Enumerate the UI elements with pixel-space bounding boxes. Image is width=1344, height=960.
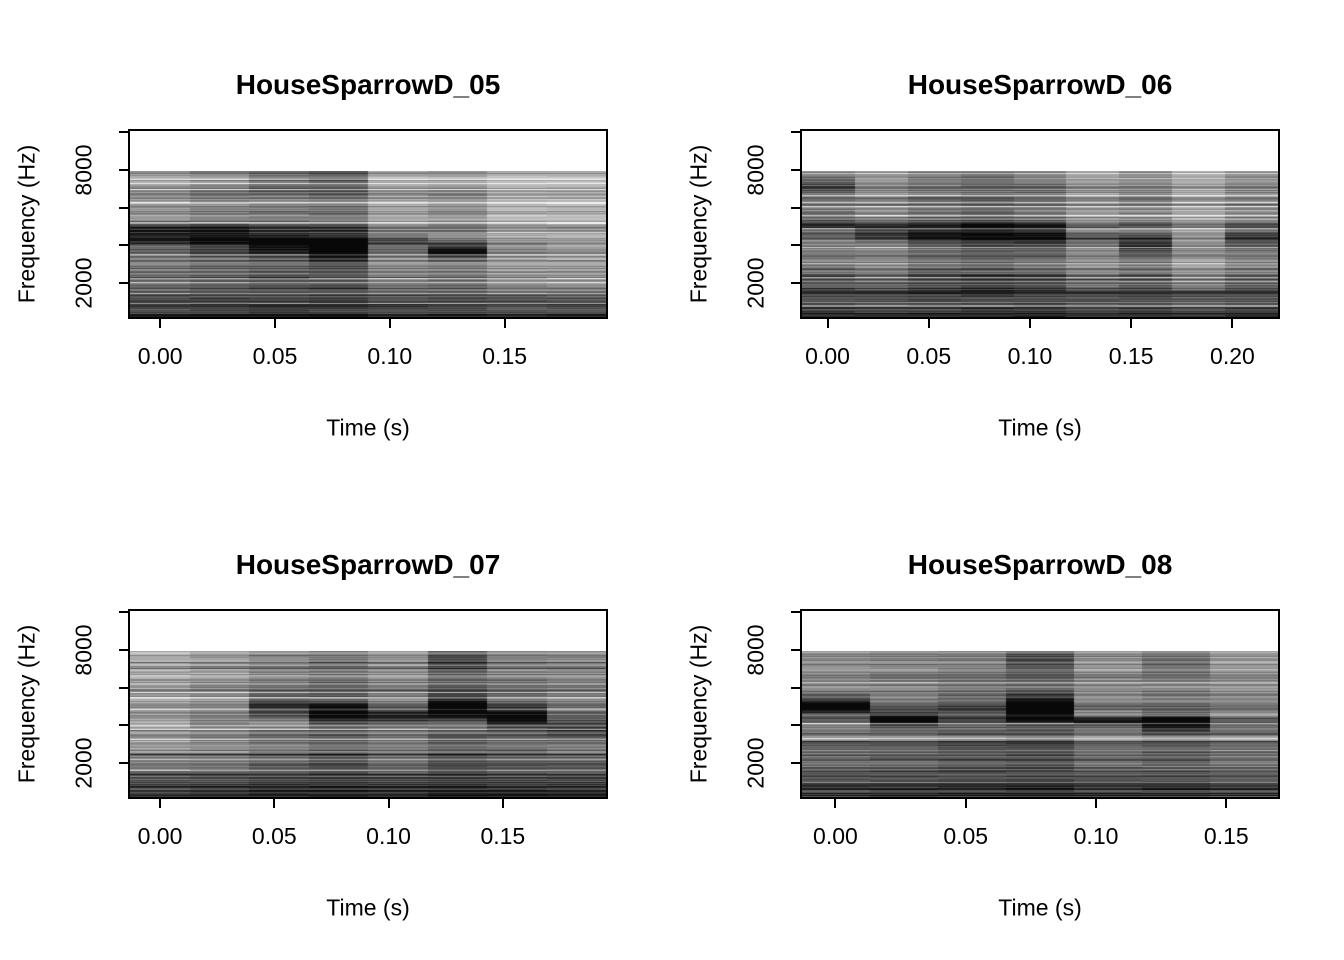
- x-axis-tick: [1095, 799, 1098, 808]
- x-tick-label: 0.10: [1007, 343, 1053, 369]
- y-axis-tick: [791, 206, 800, 209]
- y-axis-tick: [119, 282, 128, 285]
- y-axis-tick: [791, 131, 800, 134]
- y-axis-tick: [119, 244, 128, 247]
- panel-housesparrowd-08: HouseSparrowD_08 Frequency (Hz) 2000 8000…: [672, 480, 1344, 960]
- x-tick-label: 0.00: [137, 343, 183, 369]
- x-axis-tick: [826, 319, 829, 328]
- y-axis-tick: [119, 724, 128, 727]
- x-axis-title: Time (s): [998, 894, 1082, 921]
- x-axis-tick: [273, 799, 276, 808]
- y-axis-title: Frequency (Hz): [13, 144, 40, 304]
- plot-box: [800, 129, 1280, 319]
- x-axis-tick: [159, 319, 162, 328]
- x-axis-title: Time (s): [326, 894, 410, 921]
- x-axis-tick: [1231, 319, 1234, 328]
- x-axis-tick: [159, 799, 161, 808]
- x-tick-label: 0.05: [251, 823, 297, 849]
- x-axis-tick: [501, 799, 504, 808]
- panel-title: HouseSparrowD_08: [907, 549, 1173, 581]
- y-axis-title: Frequency (Hz): [13, 624, 40, 784]
- x-tick-label: 0.00: [137, 823, 183, 849]
- y-axis-tick: [791, 282, 800, 285]
- x-tick-label: 0.15: [482, 343, 528, 369]
- y-tick-label: 8000: [742, 624, 769, 676]
- y-axis-tick: [791, 762, 800, 765]
- x-tick-label: 0.00: [813, 823, 858, 849]
- y-axis-title: Frequency (Hz): [685, 144, 712, 304]
- plot-box: [128, 609, 608, 799]
- x-axis-tick: [1225, 799, 1228, 808]
- y-axis-tick: [791, 244, 800, 247]
- y-axis-tick: [119, 206, 128, 209]
- y-axis-tick: [119, 648, 128, 651]
- panel-title: HouseSparrowD_07: [235, 549, 501, 581]
- y-axis-tick: [791, 686, 800, 689]
- y-tick-label: 2000: [70, 737, 97, 789]
- spectrogram-heatmap: [802, 651, 1278, 797]
- x-axis-tick: [927, 319, 930, 328]
- x-tick-label: 0.05: [906, 343, 952, 369]
- y-tick-label: 8000: [70, 144, 97, 196]
- x-axis-tick: [964, 799, 967, 808]
- x-tick-label: 0.05: [943, 823, 989, 849]
- spectrogram-heatmap: [130, 171, 606, 317]
- panel-housesparrowd-05: HouseSparrowD_05 Frequency (Hz) 2000 8000…: [0, 0, 672, 480]
- panel-housesparrowd-07: HouseSparrowD_07 Frequency (Hz) 2000 8000…: [0, 480, 672, 960]
- y-axis-tick: [791, 648, 800, 651]
- spectrogram-heatmap: [802, 171, 1278, 317]
- x-tick-label: 0.20: [1210, 343, 1255, 369]
- y-axis-tick: [119, 686, 128, 689]
- x-axis-tick: [1130, 319, 1133, 328]
- spectrogram-heatmap: [130, 651, 606, 797]
- y-tick-label: 2000: [70, 257, 97, 309]
- y-tick-label: 2000: [742, 257, 769, 309]
- x-axis-tick: [503, 319, 506, 328]
- y-axis-tick: [119, 611, 128, 614]
- x-axis-tick: [388, 319, 391, 328]
- panel-housesparrowd-06: HouseSparrowD_06 Frequency (Hz) 2000 8000…: [672, 0, 1344, 480]
- x-axis-title: Time (s): [998, 414, 1082, 441]
- x-axis-tick: [273, 319, 276, 328]
- y-tick-label: 2000: [742, 737, 769, 789]
- x-tick-label: 0.10: [367, 343, 413, 369]
- x-tick-label: 0.10: [366, 823, 411, 849]
- y-axis-tick: [119, 131, 128, 134]
- y-axis-tick: [791, 168, 800, 171]
- y-axis-tick: [791, 724, 800, 727]
- y-tick-label: 8000: [742, 144, 769, 196]
- x-axis-title: Time (s): [326, 414, 410, 441]
- x-axis-tick: [387, 799, 390, 808]
- y-axis-title: Frequency (Hz): [685, 624, 712, 784]
- plot-box: [128, 129, 608, 319]
- y-tick-label: 8000: [70, 624, 97, 676]
- x-tick-label: 0.15: [1108, 343, 1154, 369]
- x-tick-label: 0.00: [805, 343, 850, 369]
- x-tick-label: 0.15: [480, 823, 526, 849]
- y-axis-tick: [119, 168, 128, 171]
- x-tick-label: 0.10: [1073, 823, 1119, 849]
- x-tick-label: 0.05: [252, 343, 298, 369]
- x-axis-tick: [1028, 319, 1031, 328]
- panel-title: HouseSparrowD_06: [907, 69, 1173, 101]
- x-axis-tick: [834, 799, 837, 808]
- panel-title: HouseSparrowD_05: [235, 69, 501, 101]
- plot-box: [800, 609, 1280, 799]
- y-axis-tick: [791, 611, 800, 614]
- y-axis-tick: [119, 762, 128, 765]
- x-tick-label: 0.15: [1203, 823, 1249, 849]
